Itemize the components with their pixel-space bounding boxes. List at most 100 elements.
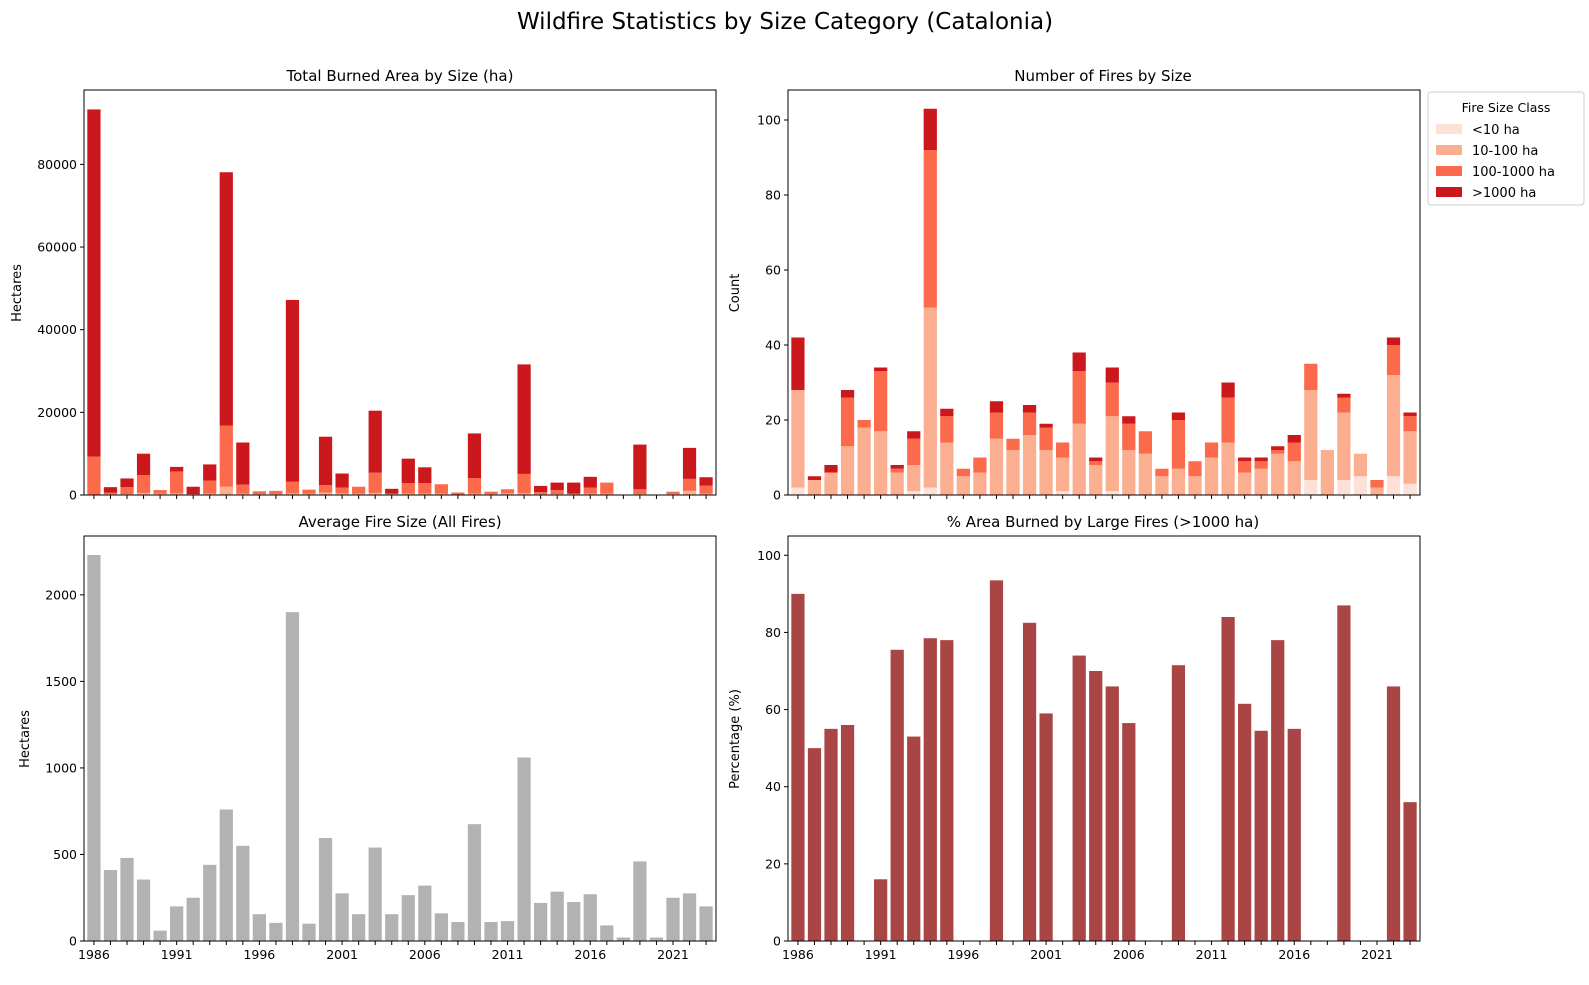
- bar-1995-1000-ha: [940, 408, 954, 417]
- bar-2015-1000-ha: [567, 482, 581, 494]
- legend: Fire Size Class <10 ha 10-100 ha 100-100…: [1427, 91, 1585, 206]
- bar-2005-1000-ha: [401, 458, 415, 484]
- bar-2003-1000-ha: [1072, 352, 1086, 372]
- bar-1998: [285, 612, 300, 941]
- bar-2012-1000-ha: [517, 364, 531, 474]
- bar-2006-100-1000-ha: [418, 483, 432, 494]
- bar-1989-100-1000-ha: [136, 475, 151, 493]
- bar-2004-1000-ha: [385, 488, 399, 494]
- bar-2010-100-1000-ha: [1188, 461, 1202, 477]
- bar-1994-10-100-ha: [219, 486, 233, 495]
- bar-2002-10-100-ha: [352, 493, 366, 495]
- bar-2005-10-ha: [1105, 491, 1119, 495]
- bar-1992: [890, 649, 904, 941]
- bar-2001-1000-ha: [1039, 423, 1053, 428]
- bar-1991-1000-ha: [170, 466, 184, 472]
- bar-2023-1000-ha: [699, 477, 713, 486]
- bar-2019-1000-ha: [633, 444, 647, 490]
- y-tick-label: 60: [765, 702, 781, 717]
- bar-2021-100-1000-ha: [666, 491, 680, 495]
- panel-title: Average Fire Size (All Fires): [298, 513, 501, 531]
- bar-2009: [1171, 665, 1186, 941]
- bar-1997: [269, 922, 283, 941]
- legend-swatch-gt1000: [1436, 187, 1462, 197]
- bar-1986-10-100-ha: [791, 390, 805, 488]
- bar-2013-100-1000-ha: [1238, 461, 1252, 473]
- legend-label-100-1000: 100-1000 ha: [1472, 165, 1555, 180]
- bar-2019-10-100-ha: [1337, 412, 1351, 480]
- bar-1998-10-100-ha: [989, 438, 1004, 495]
- bar-2014-1000-ha: [550, 482, 564, 491]
- x-tick-label: 2021: [1361, 947, 1393, 962]
- bar-2014-100-1000-ha: [550, 490, 564, 495]
- bar-2010: [484, 921, 498, 941]
- x-tick-label: 2006: [1113, 947, 1145, 962]
- bar-1994-1000-ha: [219, 172, 233, 426]
- bar-2019-10-ha: [1337, 480, 1351, 495]
- bar-1991-100-1000-ha: [170, 471, 184, 494]
- bar-2020: [649, 937, 664, 941]
- y-tick-label: 80: [765, 625, 781, 640]
- bar-1989-10-100-ha: [136, 492, 151, 495]
- bar-1990-100-1000-ha: [153, 490, 167, 494]
- bar-1992: [186, 897, 200, 941]
- bar-2022-10-ha: [1386, 476, 1401, 495]
- bar-2013-100-1000-ha: [534, 492, 548, 495]
- bar-2013: [1238, 703, 1252, 941]
- legend-title: Fire Size Class: [1462, 100, 1551, 115]
- bar-2002: [352, 914, 366, 941]
- bar-2006-10-100-ha: [1122, 450, 1136, 495]
- bar-1992-10-100-ha: [890, 472, 904, 495]
- bar-1994: [923, 638, 937, 941]
- bar-2007-10-100-ha: [434, 493, 448, 495]
- bar-2017-10-ha: [1304, 480, 1318, 495]
- bar-1996: [252, 914, 266, 941]
- plot-frame: [83, 89, 717, 496]
- bar-2004-10-100-ha: [1089, 465, 1103, 495]
- bar-2000: [1022, 622, 1037, 941]
- legend-swatch-lt10: [1436, 124, 1462, 134]
- bar-2006-1000-ha: [418, 467, 432, 484]
- panel-number-of-fires: Number of Fires by Size Count 0 20 40 60 80 1…: [728, 67, 1421, 503]
- bar-1993: [203, 864, 217, 941]
- bar-1987-100-1000-ha: [103, 492, 118, 495]
- bar-2010-10-100-ha: [1188, 476, 1202, 495]
- bar-1989-1000-ha: [840, 390, 855, 398]
- bar-1997-100-1000-ha: [973, 457, 987, 473]
- bar-2002-10-100-ha: [1056, 457, 1070, 492]
- bar-2019-1000-ha: [1337, 393, 1351, 398]
- bar-2017-10-100-ha: [1304, 390, 1318, 480]
- y-tick-label: 1500: [45, 674, 77, 689]
- x-tick-label: 1991: [865, 947, 897, 962]
- y-tick-label: 60: [765, 263, 781, 278]
- bar-2020-10-ha: [1353, 476, 1368, 495]
- bar-2000: [318, 838, 333, 941]
- bar-2011: [500, 921, 515, 941]
- bar-2022-100-1000-ha: [1386, 345, 1401, 375]
- bar-2008-100-1000-ha: [1155, 468, 1169, 477]
- bar-2022-10-100-ha: [682, 490, 697, 495]
- bar-1994-100-1000-ha: [219, 425, 233, 487]
- bar-2008-100-1000-ha: [451, 492, 465, 495]
- bar-2003-100-1000-ha: [1072, 371, 1086, 424]
- bar-2004: [385, 914, 399, 941]
- bar-2019: [1337, 605, 1351, 941]
- y-axis-label: Hectares: [10, 264, 25, 322]
- y-tick-label: 20: [765, 856, 781, 871]
- x-tick-label: 2016: [574, 947, 606, 962]
- bar-2012: [1221, 617, 1235, 941]
- panel-title: Number of Fires by Size: [1014, 67, 1192, 85]
- bar-1998: [989, 580, 1004, 941]
- y-axis-label: Count: [728, 274, 743, 313]
- bar-1993-10-ha: [907, 491, 921, 495]
- bar-1990-100-1000-ha: [857, 420, 871, 428]
- bar-2023-10-ha: [1403, 483, 1417, 495]
- bar-1986-10-ha: [791, 487, 805, 495]
- y-tick-label: 500: [53, 847, 77, 862]
- figure-title: Wildfire Statistics by Size Category (Ca…: [517, 9, 1053, 35]
- bar-2012-100-1000-ha: [1221, 397, 1235, 443]
- bar-1991-10-100-ha: [874, 431, 888, 495]
- y-tick-label: 0: [773, 488, 781, 503]
- panel-pct-large-fires: % Area Burned by Large Fires (>1000 ha) …: [728, 513, 1421, 962]
